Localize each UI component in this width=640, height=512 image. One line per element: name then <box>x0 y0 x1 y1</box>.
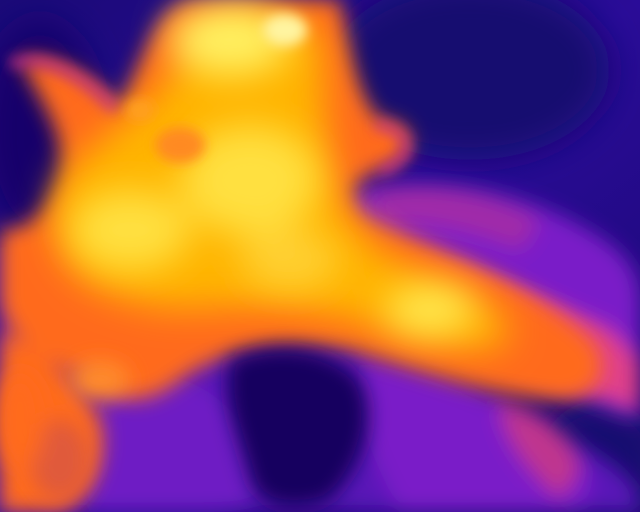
shadow-under-arm <box>227 348 369 508</box>
cat-hottest-spots <box>70 5 475 335</box>
edge-glow <box>6 54 412 176</box>
lower-left-warm <box>0 360 130 500</box>
cat-head-detail <box>126 14 307 163</box>
